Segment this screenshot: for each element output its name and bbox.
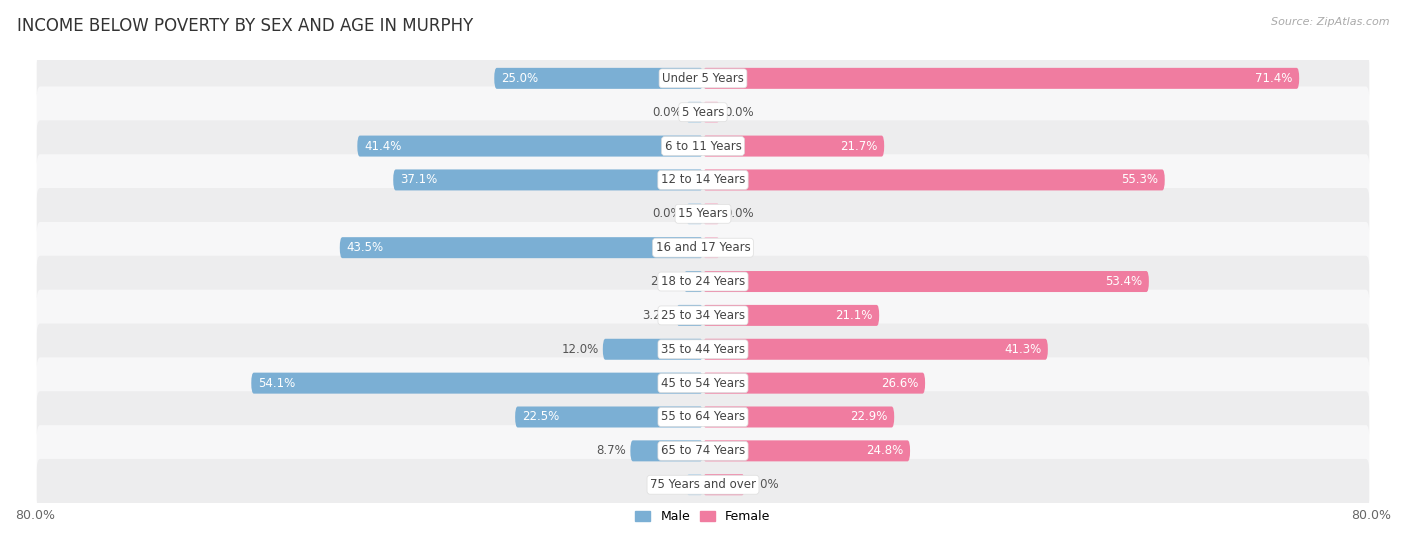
FancyBboxPatch shape	[686, 203, 703, 224]
FancyBboxPatch shape	[37, 459, 1369, 510]
Text: 55 to 64 Years: 55 to 64 Years	[661, 410, 745, 424]
Legend: Male, Female: Male, Female	[630, 505, 776, 528]
FancyBboxPatch shape	[37, 53, 1369, 104]
Text: 25 to 34 Years: 25 to 34 Years	[661, 309, 745, 322]
Text: 5 Years: 5 Years	[682, 106, 724, 119]
FancyBboxPatch shape	[394, 169, 703, 191]
Text: Under 5 Years: Under 5 Years	[662, 72, 744, 85]
Text: 5.0%: 5.0%	[749, 478, 779, 491]
Text: 6 to 11 Years: 6 to 11 Years	[665, 140, 741, 153]
Text: 35 to 44 Years: 35 to 44 Years	[661, 343, 745, 356]
FancyBboxPatch shape	[703, 474, 745, 495]
FancyBboxPatch shape	[630, 440, 703, 461]
FancyBboxPatch shape	[340, 237, 703, 258]
FancyBboxPatch shape	[37, 120, 1369, 172]
Text: 25.0%: 25.0%	[501, 72, 538, 85]
Text: 43.5%: 43.5%	[346, 241, 384, 254]
FancyBboxPatch shape	[37, 391, 1369, 443]
FancyBboxPatch shape	[703, 102, 720, 123]
FancyBboxPatch shape	[703, 373, 925, 394]
FancyBboxPatch shape	[703, 271, 1149, 292]
Text: 65 to 74 Years: 65 to 74 Years	[661, 444, 745, 457]
Text: 0.0%: 0.0%	[724, 241, 754, 254]
FancyBboxPatch shape	[37, 290, 1369, 341]
Text: 3.2%: 3.2%	[643, 309, 672, 322]
Text: 12 to 14 Years: 12 to 14 Years	[661, 173, 745, 187]
FancyBboxPatch shape	[357, 136, 703, 157]
Text: 0.0%: 0.0%	[724, 106, 754, 119]
Text: 8.7%: 8.7%	[596, 444, 626, 457]
Text: 26.6%: 26.6%	[882, 377, 918, 390]
Text: 55.3%: 55.3%	[1121, 173, 1159, 187]
Text: 0.0%: 0.0%	[652, 207, 682, 220]
Text: 22.5%: 22.5%	[522, 410, 560, 424]
Text: 45 to 54 Years: 45 to 54 Years	[661, 377, 745, 390]
FancyBboxPatch shape	[683, 271, 703, 292]
FancyBboxPatch shape	[676, 305, 703, 326]
Text: 53.4%: 53.4%	[1105, 275, 1142, 288]
FancyBboxPatch shape	[37, 256, 1369, 307]
Text: 16 and 17 Years: 16 and 17 Years	[655, 241, 751, 254]
FancyBboxPatch shape	[703, 237, 720, 258]
Text: 75 Years and over: 75 Years and over	[650, 478, 756, 491]
FancyBboxPatch shape	[703, 339, 1047, 360]
Text: 2.3%: 2.3%	[650, 275, 679, 288]
FancyBboxPatch shape	[37, 222, 1369, 273]
FancyBboxPatch shape	[686, 102, 703, 123]
Text: 71.4%: 71.4%	[1256, 72, 1292, 85]
Text: Source: ZipAtlas.com: Source: ZipAtlas.com	[1271, 17, 1389, 27]
FancyBboxPatch shape	[37, 425, 1369, 477]
FancyBboxPatch shape	[703, 440, 910, 461]
FancyBboxPatch shape	[703, 305, 879, 326]
Text: INCOME BELOW POVERTY BY SEX AND AGE IN MURPHY: INCOME BELOW POVERTY BY SEX AND AGE IN M…	[17, 17, 474, 35]
Text: 21.7%: 21.7%	[841, 140, 877, 153]
FancyBboxPatch shape	[703, 169, 1164, 191]
FancyBboxPatch shape	[515, 406, 703, 428]
FancyBboxPatch shape	[37, 357, 1369, 409]
FancyBboxPatch shape	[37, 87, 1369, 138]
FancyBboxPatch shape	[686, 474, 703, 495]
Text: 41.3%: 41.3%	[1004, 343, 1042, 356]
FancyBboxPatch shape	[495, 68, 703, 89]
FancyBboxPatch shape	[703, 136, 884, 157]
FancyBboxPatch shape	[37, 324, 1369, 375]
FancyBboxPatch shape	[703, 68, 1299, 89]
Text: 12.0%: 12.0%	[561, 343, 599, 356]
Text: 0.0%: 0.0%	[652, 478, 682, 491]
Text: 37.1%: 37.1%	[399, 173, 437, 187]
Text: 22.9%: 22.9%	[851, 410, 887, 424]
Text: 24.8%: 24.8%	[866, 444, 904, 457]
FancyBboxPatch shape	[37, 188, 1369, 240]
FancyBboxPatch shape	[703, 203, 720, 224]
FancyBboxPatch shape	[252, 373, 703, 394]
Text: 0.0%: 0.0%	[724, 207, 754, 220]
FancyBboxPatch shape	[603, 339, 703, 360]
Text: 0.0%: 0.0%	[652, 106, 682, 119]
Text: 18 to 24 Years: 18 to 24 Years	[661, 275, 745, 288]
Text: 21.1%: 21.1%	[835, 309, 873, 322]
Text: 54.1%: 54.1%	[257, 377, 295, 390]
FancyBboxPatch shape	[703, 406, 894, 428]
FancyBboxPatch shape	[37, 154, 1369, 206]
Text: 15 Years: 15 Years	[678, 207, 728, 220]
Text: 41.4%: 41.4%	[364, 140, 401, 153]
